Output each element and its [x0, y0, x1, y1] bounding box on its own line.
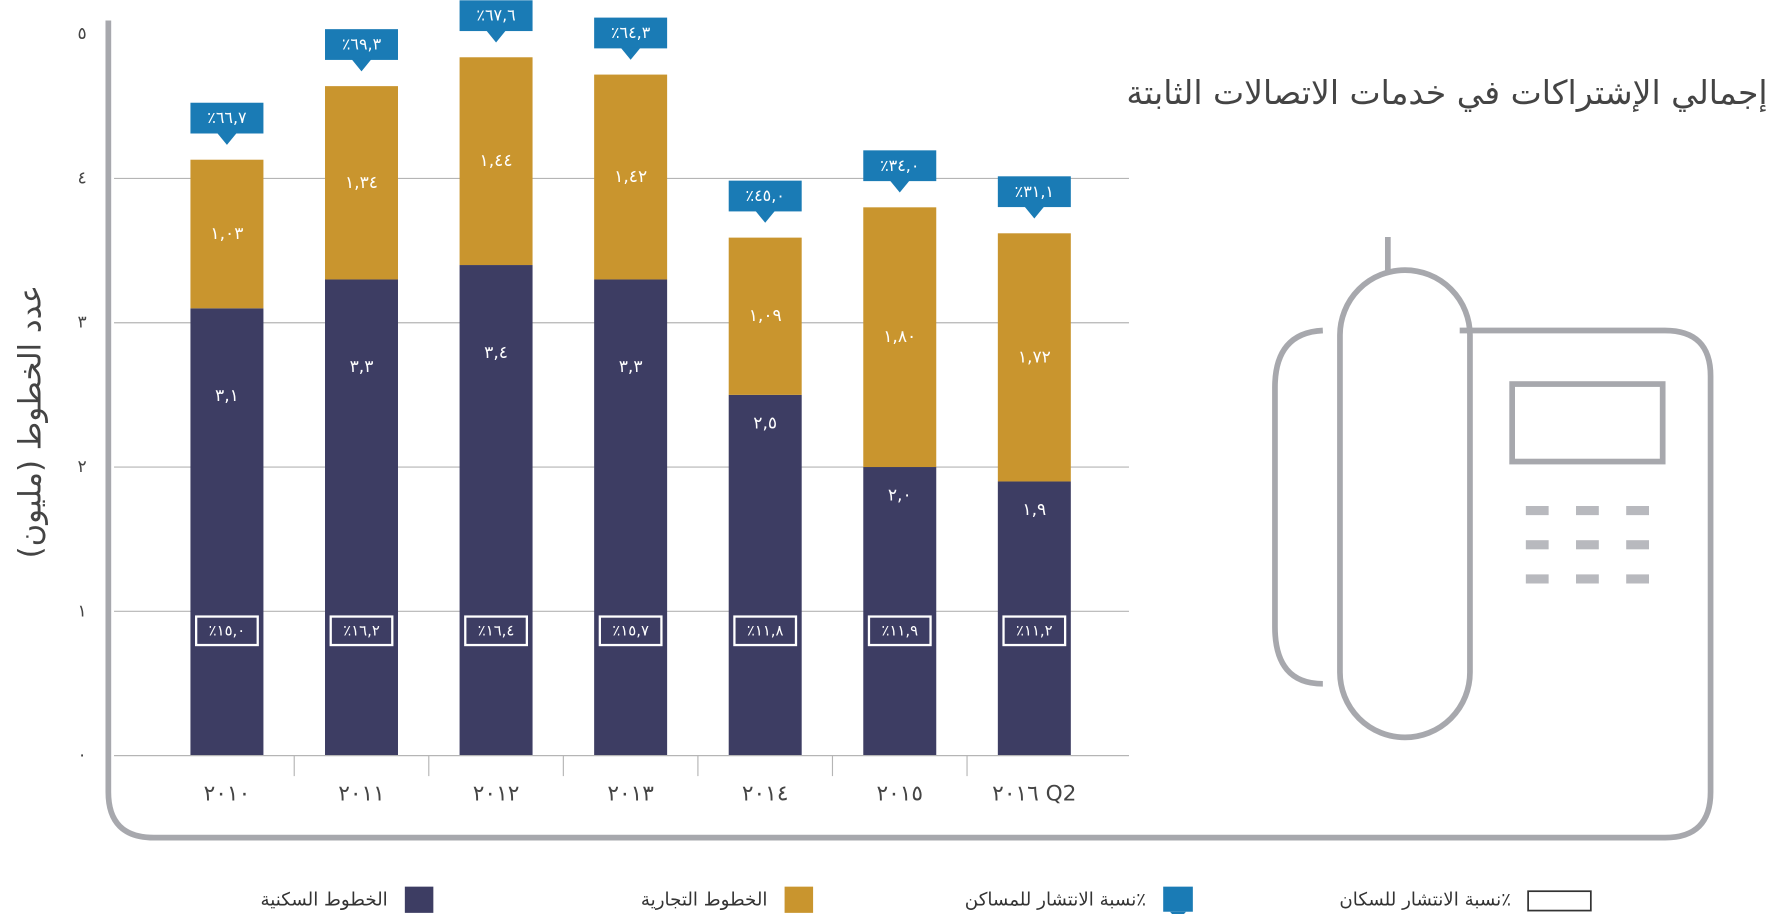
key [1526, 506, 1549, 515]
y-tick-label: ٣ [78, 313, 87, 333]
value-label: ٢,٥ [753, 413, 777, 433]
callout-pointer [620, 47, 641, 60]
x-tick-label: ٢٠١٤ [742, 781, 789, 806]
bar-segment [594, 279, 667, 755]
population-label: ٪١٥,٠ [209, 622, 246, 639]
value-label: ١,٨٠ [883, 327, 916, 347]
legend-swatch [1528, 891, 1591, 910]
y-tick-label: ١ [78, 601, 87, 621]
population-label: ٪١٥,٧ [612, 622, 649, 639]
callout-pointer [486, 30, 507, 43]
page: {"chart_data": { "type": "bar", "stacked… [0, 0, 1779, 914]
y-tick-label: ٢ [78, 457, 87, 477]
key [1526, 574, 1549, 583]
key [1626, 574, 1649, 583]
bar-segment [325, 279, 398, 755]
phone-handset [1340, 270, 1470, 737]
x-tick-label: ٢٠١٢ [473, 781, 520, 806]
household-label: ٪٣١,١ [1015, 182, 1054, 201]
household-label: ٪٦٤,٣ [611, 23, 651, 42]
key [1626, 506, 1649, 515]
callout-pointer [217, 132, 238, 145]
key [1626, 540, 1649, 549]
callout-pointer [1024, 206, 1045, 219]
x-tick-label: ٢٠١٥ [876, 781, 923, 806]
key [1576, 540, 1599, 549]
bar-segment [460, 265, 533, 756]
key [1576, 574, 1599, 583]
value-label: ١,٤٢ [614, 167, 647, 187]
value-label: ٣,١ [215, 386, 239, 406]
legend-label: نسبة الانتشار للسكان٪ [1339, 889, 1511, 910]
x-tick-label: ٢٠١١ [338, 781, 385, 806]
household-label: ٪٤٥,٠ [746, 186, 785, 205]
value-label: ١,٠٩ [749, 306, 782, 326]
legend-swatch [785, 887, 814, 913]
key [1576, 506, 1599, 515]
phone-keys [1526, 506, 1649, 583]
household-label: ٪٣٤,٠ [880, 156, 919, 175]
value-label: ١,٧٢ [1018, 347, 1051, 367]
population-label: ٪١١,٩ [881, 622, 918, 639]
y-tick-label: ٤ [78, 168, 87, 188]
legend-swatch [405, 887, 434, 913]
y-tick-label: ٥ [78, 24, 87, 44]
value-label: ٣,٤ [484, 343, 508, 363]
population-label: ٪١٦,٢ [343, 622, 380, 639]
household-label: ٪٦٧,٦ [476, 6, 515, 25]
key [1526, 540, 1549, 549]
value-label: ٣,٣ [619, 357, 643, 377]
chart-title: إجمالي الإشتراكات في خدمات الاتصالات الث… [1126, 73, 1767, 113]
legend-label: الخطوط السكنية [261, 889, 388, 910]
legend-label: الخطوط التجارية [641, 889, 768, 910]
value-label: ١,٣٤ [345, 173, 378, 193]
y-axis-label: عدد الخطوط (مليون) [12, 285, 48, 558]
chart: إجمالي الإشتراكات في خدمات الاتصالات الث… [0, 0, 1779, 914]
callout-pointer [755, 210, 776, 223]
y-tick-label: ٠ [78, 746, 87, 766]
x-tick-label: ٢٠١٦ Q2 [992, 781, 1076, 806]
value-label: ٣,٣ [350, 357, 374, 377]
value-label: ١,٩ [1022, 500, 1046, 520]
bar-segment [190, 308, 263, 755]
household-label: ٪٦٦,٧ [207, 108, 247, 127]
bar-segment [998, 481, 1071, 755]
bar-segment [863, 467, 936, 756]
callout-pointer [351, 59, 372, 72]
callout-pointer [890, 180, 911, 193]
legend-label: نسبة الانتشار للمساكن٪ [965, 889, 1146, 910]
value-label: ١,٠٣ [210, 224, 243, 244]
population-label: ٪١٦,٤ [478, 622, 515, 639]
phone-handset-side [1275, 330, 1323, 683]
legend-swatch [1163, 887, 1193, 912]
population-label: ٪١١,٢ [1016, 622, 1053, 639]
population-label: ٪١١,٨ [747, 622, 784, 639]
phone-screen [1512, 384, 1663, 461]
x-tick-label: ٢٠١٠ [204, 781, 251, 806]
household-label: ٪٦٩,٣ [342, 35, 382, 54]
bar-segment [729, 395, 802, 756]
x-tick-label: ٢٠١٣ [607, 781, 654, 806]
value-label: ٢,٠ [888, 486, 912, 506]
value-label: ١,٤٤ [480, 151, 513, 171]
